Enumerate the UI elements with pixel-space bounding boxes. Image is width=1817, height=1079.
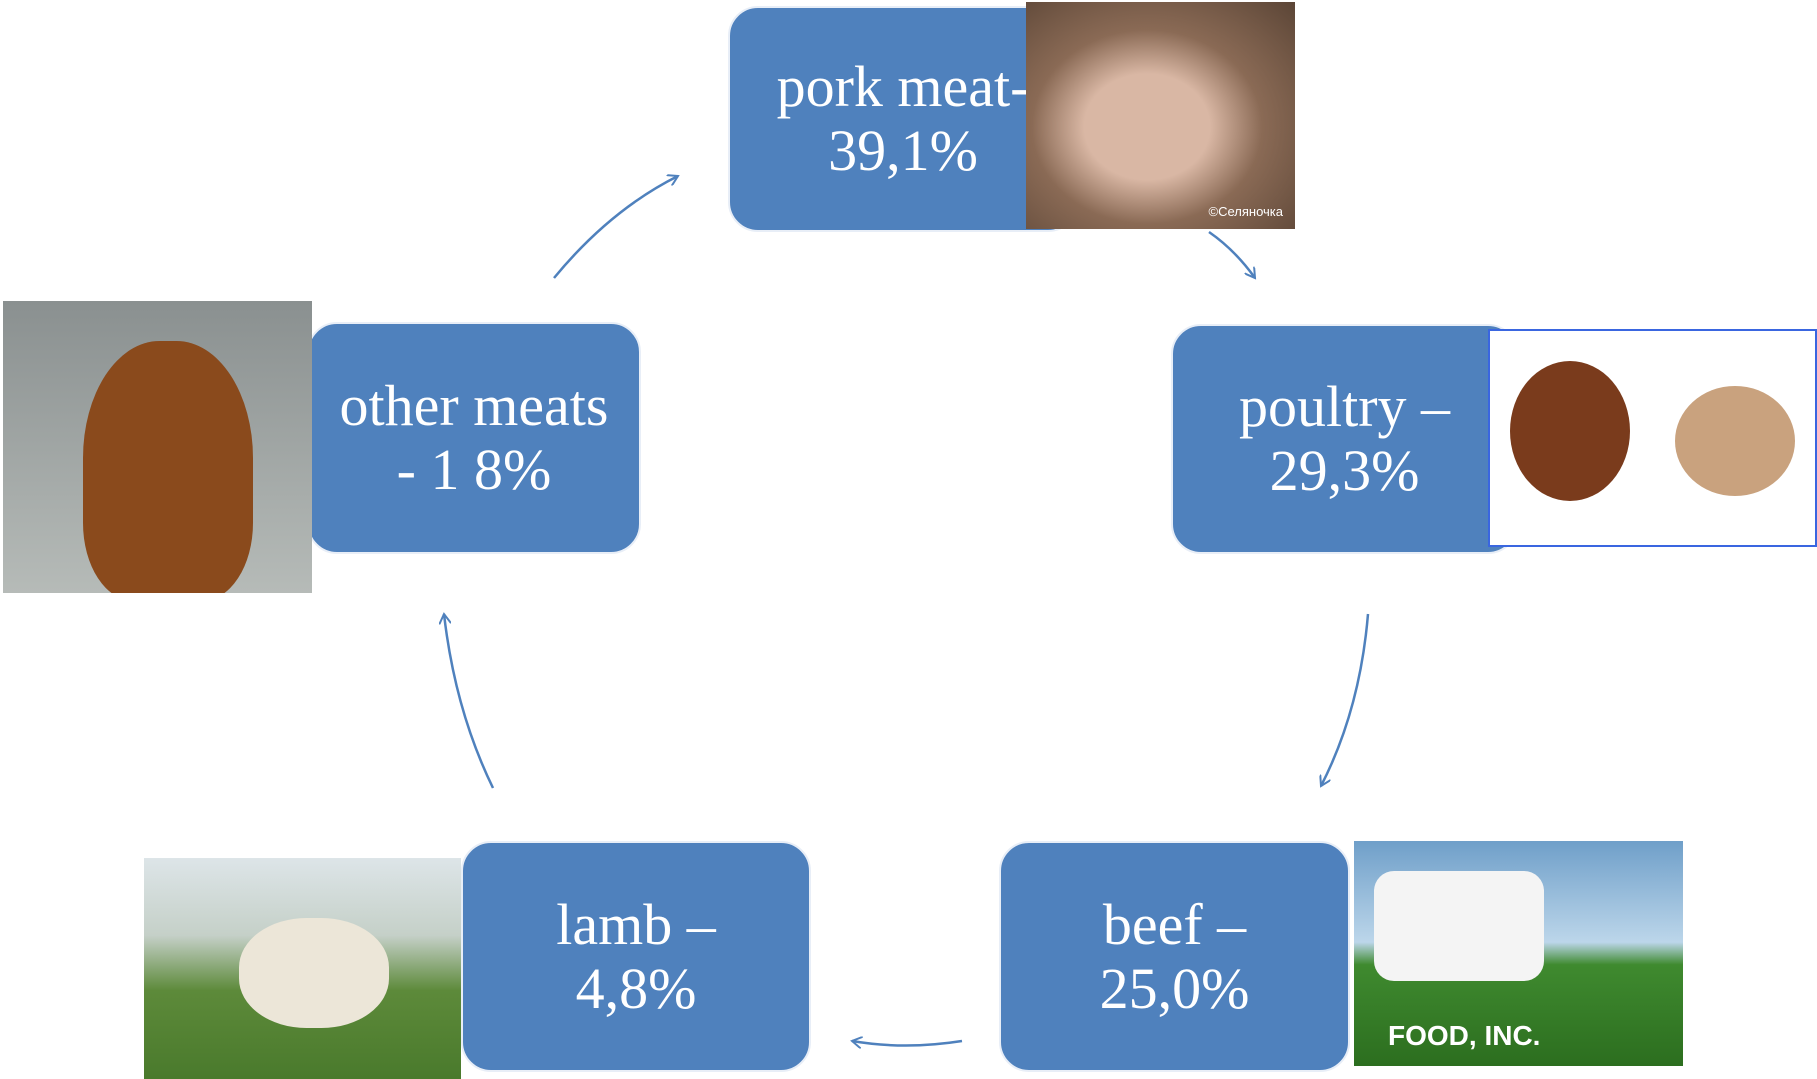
node-label: pork meat-	[777, 55, 1030, 119]
arrow	[852, 1041, 962, 1046]
image-caption: FOOD, INC.	[1388, 1020, 1540, 1052]
image-caption: ©Селяночка	[1209, 204, 1284, 219]
node-label: other meats	[340, 374, 609, 438]
pig-photo: ©Селяночка	[1026, 2, 1295, 229]
horse-photo	[3, 301, 312, 593]
arrow	[444, 614, 493, 788]
node-label: lamb –	[556, 893, 715, 957]
node-label: 29,3%	[1270, 439, 1420, 503]
arrow	[554, 176, 678, 278]
sheep-photo	[144, 858, 461, 1079]
node: other meats - 1 8%	[307, 322, 641, 554]
node-label: poultry –	[1239, 375, 1450, 439]
cow-photo: FOOD, INC.	[1354, 841, 1683, 1066]
node: beef – 25,0%	[999, 841, 1350, 1072]
node-label: beef –	[1103, 893, 1246, 957]
arrow	[1209, 232, 1255, 278]
node-label: 25,0%	[1100, 957, 1250, 1021]
node-label: 39,1%	[828, 119, 978, 183]
node: poultry – 29,3%	[1171, 324, 1518, 554]
poultry-photo	[1488, 329, 1817, 547]
node-label: - 1 8%	[397, 438, 552, 502]
node-label: 4,8%	[576, 957, 697, 1021]
arrow	[1321, 614, 1368, 786]
node: lamb – 4,8%	[461, 841, 811, 1072]
page: pork meat- 39,1% ©Селяночка poultry – 29…	[0, 0, 1817, 1079]
